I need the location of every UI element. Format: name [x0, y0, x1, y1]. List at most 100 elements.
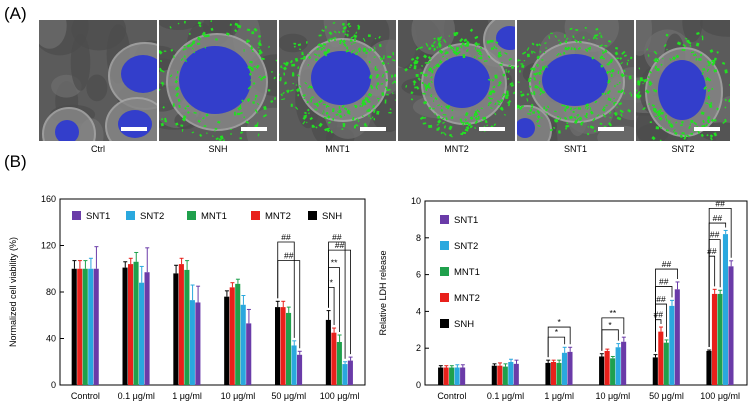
micrograph-mnt2	[398, 20, 515, 141]
nanoparticle	[193, 51, 196, 54]
nanoparticle	[361, 104, 364, 107]
nanoparticle	[289, 59, 293, 64]
micrograph-snh	[159, 20, 277, 141]
nanoparticle	[510, 65, 515, 70]
nanoparticle	[258, 75, 262, 79]
nanoparticle	[361, 115, 364, 118]
significance-label: *	[555, 327, 559, 337]
bar-snt1-100-g-ml	[347, 360, 353, 385]
legend-label-snh: SNH	[454, 319, 474, 330]
nanoparticle	[451, 109, 454, 112]
nanoparticle	[546, 113, 549, 116]
nanoparticle	[467, 48, 469, 51]
legend-swatch-mnt1	[440, 267, 449, 276]
nanoparticle	[279, 66, 283, 69]
nanoparticle	[724, 118, 727, 123]
y-axis-label: Normalized cell viability (%)	[8, 237, 18, 347]
nanoparticle	[705, 102, 709, 105]
nanoparticle	[391, 74, 394, 78]
nanoparticle	[437, 119, 442, 124]
nanoparticle	[306, 100, 309, 104]
nanoparticle	[672, 129, 676, 132]
nanoparticle	[298, 85, 302, 88]
x-tick-label: 10 μg/ml	[221, 391, 256, 401]
nanoparticle	[364, 125, 368, 127]
nanoparticle	[391, 92, 394, 95]
nanoparticle	[724, 106, 727, 109]
nanoparticle	[255, 94, 258, 98]
bar-mnt2-100-g-ml	[711, 293, 718, 385]
nanoparticle	[587, 126, 590, 128]
nanoparticle	[628, 76, 632, 80]
nanoparticle	[322, 47, 326, 49]
nanoparticle	[386, 88, 391, 92]
nanoparticle	[674, 131, 678, 135]
nanoparticle	[532, 50, 536, 54]
nanoparticle	[193, 111, 197, 114]
micrograph-ctrl	[39, 20, 157, 141]
nanoparticle	[365, 97, 370, 101]
nanoparticle	[353, 38, 357, 42]
nanoparticle	[323, 110, 325, 113]
nanoparticle	[339, 41, 342, 45]
nanoparticle	[660, 63, 663, 66]
nanoparticle	[362, 47, 367, 52]
nanoparticle	[381, 73, 385, 78]
nanoparticle	[698, 57, 702, 61]
nanoparticle	[556, 52, 560, 57]
nanoparticle	[619, 89, 624, 94]
nanoparticle	[260, 57, 265, 61]
bar-snh-1-g-ml	[173, 273, 179, 385]
nanoparticle	[311, 124, 314, 128]
nanoparticle	[431, 44, 434, 47]
nanoparticle	[343, 107, 348, 111]
nanoparticle	[188, 32, 191, 35]
nucleus	[496, 26, 515, 50]
nanoparticle	[554, 35, 558, 38]
nanoparticle	[284, 61, 290, 67]
y-tick-label: 0	[51, 380, 56, 390]
nanoparticle	[582, 36, 585, 40]
nanoparticle	[295, 87, 301, 93]
nanoparticle	[505, 68, 507, 73]
nanoparticle	[327, 105, 330, 107]
nanoparticle	[486, 124, 488, 127]
nanoparticle	[356, 51, 359, 54]
nanoparticle	[339, 39, 343, 43]
nanoparticle	[628, 75, 632, 78]
nanoparticle	[283, 62, 286, 65]
nanoparticle	[480, 53, 483, 56]
nanoparticle	[684, 134, 687, 138]
nanoparticle	[256, 102, 259, 106]
nanoparticle	[424, 61, 428, 64]
nanoparticle	[354, 105, 357, 109]
cell-texture	[246, 107, 277, 141]
nanoparticle	[722, 121, 726, 124]
cell-viability-chart: 0 40 80 120 160 Normalized cell viability (%)…	[8, 194, 366, 401]
nanoparticle	[554, 110, 557, 113]
nanoparticle	[197, 21, 202, 25]
bar-snt2-100-g-ml	[722, 234, 729, 385]
nanoparticle	[425, 42, 429, 47]
nanoparticle	[315, 126, 318, 129]
nanoparticle	[610, 73, 613, 77]
nanoparticle	[477, 115, 480, 120]
nanoparticle	[459, 37, 464, 43]
nanoparticle	[297, 94, 300, 97]
nanoparticle	[564, 109, 567, 112]
nanoparticle	[706, 60, 710, 64]
nanoparticle	[681, 132, 685, 135]
nanoparticle	[655, 60, 659, 63]
caption-snt2: SNT2	[671, 144, 695, 154]
nanoparticle	[341, 29, 346, 34]
nanoparticle	[728, 83, 730, 86]
nanoparticle	[186, 44, 191, 48]
nanoparticle	[563, 52, 566, 55]
bar-mnt1-50-g-ml	[663, 342, 669, 385]
nanoparticle	[535, 43, 539, 47]
nanoparticle	[419, 46, 423, 50]
nanoparticle	[302, 93, 306, 97]
y-tick-label: 2	[416, 343, 421, 353]
nanoparticle	[517, 65, 520, 69]
y-tick-label: 80	[46, 287, 56, 297]
